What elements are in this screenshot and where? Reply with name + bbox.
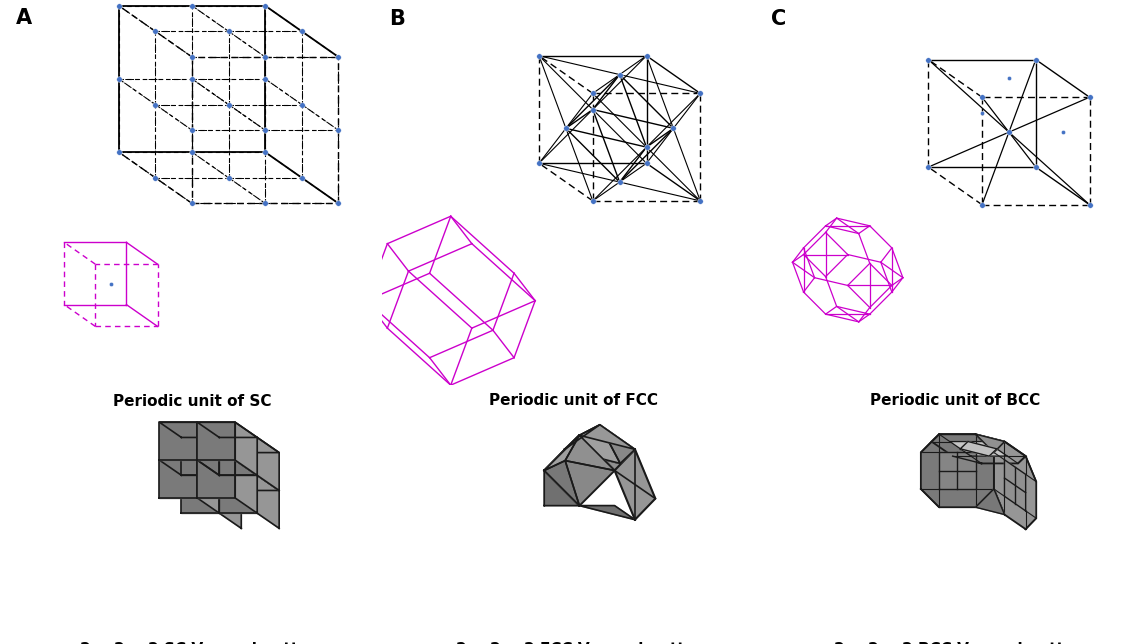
Polygon shape bbox=[235, 422, 257, 475]
Polygon shape bbox=[1005, 460, 1026, 511]
Polygon shape bbox=[994, 442, 1036, 529]
Text: A: A bbox=[16, 8, 32, 28]
Polygon shape bbox=[599, 425, 635, 464]
Polygon shape bbox=[921, 434, 939, 453]
Text: 2 × 2 × 2 FCC Voronoi pattern: 2 × 2 × 2 FCC Voronoi pattern bbox=[456, 642, 714, 644]
Polygon shape bbox=[197, 422, 219, 475]
Polygon shape bbox=[257, 475, 280, 528]
Polygon shape bbox=[565, 425, 599, 450]
Polygon shape bbox=[219, 475, 280, 491]
Polygon shape bbox=[921, 434, 994, 507]
Text: 2 × 2 × 2 SC Voronoi pattern: 2 × 2 × 2 SC Voronoi pattern bbox=[80, 642, 327, 644]
Polygon shape bbox=[219, 437, 280, 453]
Text: C: C bbox=[771, 9, 786, 29]
Polygon shape bbox=[257, 437, 280, 491]
Polygon shape bbox=[181, 475, 242, 491]
Polygon shape bbox=[181, 475, 219, 513]
Polygon shape bbox=[975, 434, 1005, 453]
Polygon shape bbox=[197, 460, 235, 498]
Polygon shape bbox=[544, 435, 580, 471]
Polygon shape bbox=[544, 460, 580, 506]
Polygon shape bbox=[197, 422, 257, 437]
Polygon shape bbox=[565, 435, 635, 464]
Polygon shape bbox=[219, 437, 257, 475]
Polygon shape bbox=[181, 437, 219, 475]
Polygon shape bbox=[197, 460, 219, 513]
Polygon shape bbox=[159, 460, 219, 475]
Polygon shape bbox=[939, 453, 975, 489]
Polygon shape bbox=[565, 435, 614, 471]
Polygon shape bbox=[565, 460, 614, 506]
Polygon shape bbox=[197, 422, 235, 460]
Polygon shape bbox=[159, 422, 219, 437]
Polygon shape bbox=[219, 437, 242, 491]
Polygon shape bbox=[219, 475, 242, 528]
Text: B: B bbox=[390, 9, 406, 29]
Text: 2 × 2 × 2 BCC Voronoi pattern: 2 × 2 × 2 BCC Voronoi pattern bbox=[834, 642, 1092, 644]
Polygon shape bbox=[235, 460, 257, 513]
Polygon shape bbox=[544, 435, 614, 506]
Polygon shape bbox=[580, 506, 635, 520]
Polygon shape bbox=[950, 442, 1007, 456]
Polygon shape bbox=[159, 460, 197, 498]
Polygon shape bbox=[544, 471, 580, 506]
Polygon shape bbox=[197, 460, 257, 475]
Polygon shape bbox=[975, 489, 1005, 515]
Polygon shape bbox=[960, 442, 997, 456]
Polygon shape bbox=[932, 434, 1026, 464]
Text: Periodic unit of FCC: Periodic unit of FCC bbox=[489, 393, 658, 408]
Polygon shape bbox=[565, 425, 620, 464]
Polygon shape bbox=[181, 437, 242, 453]
Polygon shape bbox=[580, 435, 635, 471]
Text: Periodic unit of BCC: Periodic unit of BCC bbox=[870, 393, 1041, 408]
Polygon shape bbox=[219, 475, 257, 513]
Polygon shape bbox=[159, 422, 197, 460]
Polygon shape bbox=[580, 425, 635, 450]
Polygon shape bbox=[544, 435, 580, 471]
Text: Periodic unit of SC: Periodic unit of SC bbox=[112, 394, 272, 409]
Polygon shape bbox=[614, 450, 656, 520]
